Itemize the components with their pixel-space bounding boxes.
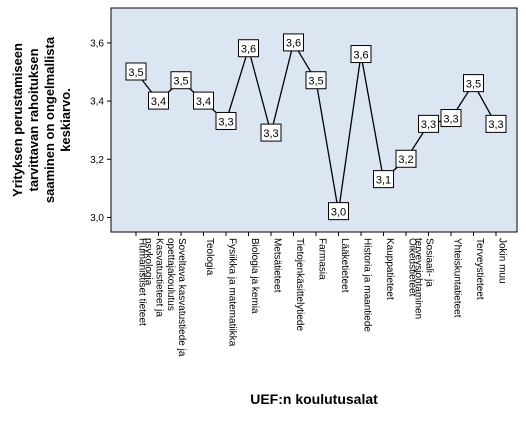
data-label: 3,6 <box>283 33 304 52</box>
data-label-box <box>350 45 372 64</box>
x-category-label: Historia ja maantiede <box>362 238 373 332</box>
data-label-text: 3,1 <box>376 174 391 186</box>
data-label-box <box>485 114 507 133</box>
y-tick-label: 3,0 <box>90 213 104 224</box>
data-label-box <box>193 91 214 110</box>
data-label-box <box>260 123 282 142</box>
data-label: 3,5 <box>125 62 147 81</box>
data-label-box <box>283 33 304 52</box>
y-axis: 3,0 3,2 3,4 3,6 <box>90 38 111 224</box>
data-label-box <box>328 202 349 221</box>
data-label-box <box>395 149 417 168</box>
data-label: 3,6 <box>350 45 372 64</box>
data-label: 3,3 <box>215 111 237 130</box>
data-label-text: 3,6 <box>241 44 256 56</box>
data-label-text: 3,2 <box>398 154 413 166</box>
x-category-label: Oikeustieteet <box>407 238 418 297</box>
data-label-text: 3,3 <box>443 113 458 125</box>
x-category-label: Terveystieteet <box>474 238 485 300</box>
data-label-box <box>238 39 259 58</box>
x-category-label: Sosiaali- jaterveysjohtaminen <box>413 238 435 319</box>
data-label-box <box>125 62 147 81</box>
x-category-label: Kauppatieteet <box>384 238 395 300</box>
data-label-text: 3,5 <box>173 76 188 88</box>
data-label-text: 3,3 <box>421 119 436 131</box>
data-label-text: 3,5 <box>466 78 481 90</box>
data-label-box <box>418 114 439 133</box>
data-label: 3,3 <box>440 109 462 128</box>
x-category-label: Kasvatustieteet japsykologia <box>143 238 165 317</box>
x-category-label: Soveltava kasvatustiede jaopettajakoulut… <box>165 238 187 357</box>
x-category-label: Teologia <box>204 238 215 276</box>
data-label: 3,5 <box>305 71 327 90</box>
data-label: 3,4 <box>193 91 214 110</box>
data-label: 3,5 <box>463 74 484 93</box>
data-label: 3,4 <box>148 91 169 110</box>
y-axis-title-line-3: saaminen on ongelmallista <box>42 36 57 203</box>
x-category-label: Humanistiset tieteet <box>137 238 148 326</box>
x-category-label: Farmasia <box>317 238 328 280</box>
data-label-box <box>373 170 394 189</box>
data-label: 3,3 <box>485 114 507 133</box>
data-label: 3,3 <box>418 114 439 133</box>
x-category-label: Biologia ja kemia <box>249 238 260 314</box>
data-label-text: 3,0 <box>331 206 346 218</box>
x-axis: Humanistiset tieteet Kasvatustieteet japs… <box>135 232 508 357</box>
data-label-box <box>215 111 237 130</box>
data-label: 3,5 <box>170 71 192 90</box>
data-label: 3,6 <box>238 39 259 58</box>
y-axis-title-line-2: tarvittavan rahoituksen <box>26 48 41 191</box>
y-tick-label: 3,6 <box>90 38 104 49</box>
data-label-text: 3,6 <box>353 49 368 61</box>
data-label-text: 3,3 <box>488 119 503 131</box>
x-category-label: Jokin muu <box>497 238 508 284</box>
data-label: 3,0 <box>328 202 349 221</box>
x-category-label: Metsätieteet <box>272 238 283 293</box>
x-category-label: Lääketieteet <box>339 238 350 293</box>
data-label-box <box>148 91 169 110</box>
data-label-text: 3,5 <box>128 67 143 79</box>
data-label-text: 3,4 <box>151 96 166 108</box>
y-tick-label: 3,4 <box>90 97 104 108</box>
data-label: 3,3 <box>260 123 282 142</box>
y-axis-title: Yrityksen perustamiseen tarvittavan raho… <box>10 36 73 203</box>
data-label-text: 3,5 <box>308 76 323 88</box>
data-label: 3,1 <box>373 170 394 189</box>
data-label-box <box>463 74 484 93</box>
data-label-text: 3,6 <box>286 38 301 50</box>
y-axis-title-line-1: Yrityksen perustamiseen <box>10 43 25 197</box>
data-labels-group: 3,5 3,4 3,5 3,4 3,3 3,6 3,3 3,6 3,5 3,0 3,6 3,1 3,2 3… <box>125 33 507 221</box>
data-label-text: 3,4 <box>196 96 211 108</box>
x-category-label: Tietojenkäsittelytiede <box>294 238 305 331</box>
data-label-text: 3,3 <box>263 128 278 140</box>
data-label: 3,2 <box>395 149 417 168</box>
y-axis-title-line-4: keskiarvo. <box>58 88 73 152</box>
data-label-box <box>170 71 192 90</box>
data-label-box <box>305 71 327 90</box>
data-label-box <box>440 109 462 128</box>
x-category-label: Yhteiskuntatieteet <box>452 238 463 318</box>
x-axis-title: UEF:n koulutusalat <box>250 391 378 407</box>
data-label-text: 3,3 <box>218 116 233 128</box>
x-category-label: Fysiikka ja matematiikka <box>227 238 238 347</box>
y-tick-label: 3,2 <box>90 155 104 166</box>
